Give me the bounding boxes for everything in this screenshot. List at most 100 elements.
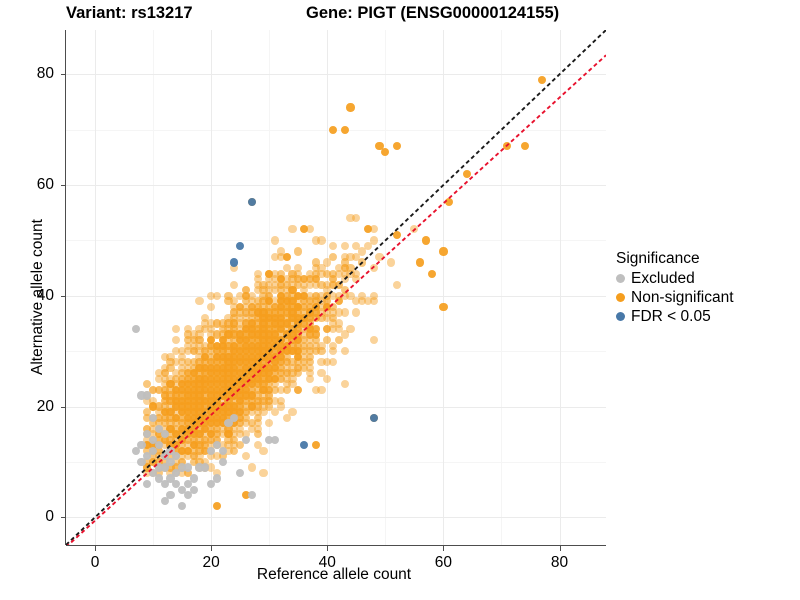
data-point-non-significant [201,457,210,467]
data-point-non-significant [207,374,216,383]
data-point-non-significant [212,391,222,400]
data-point-fdr-significant [369,413,378,422]
data-point-non-significant [276,269,285,278]
data-point-non-significant [212,374,222,383]
data-point-non-significant [230,302,239,311]
data-point-non-significant [207,430,216,439]
data-point-non-significant [212,452,222,461]
y-tick-label: 60 [36,176,54,194]
data-point-non-significant [148,385,158,395]
data-point-non-significant [241,407,251,417]
data-point-excluded [172,452,181,461]
data-point-non-significant [369,297,378,306]
data-point-non-significant [253,419,262,428]
data-point-non-significant [241,402,251,411]
legend-item[interactable]: FDR < 0.05 [616,307,734,326]
data-point-non-significant [218,341,227,350]
data-point-non-significant [294,247,303,256]
gridline-major [66,407,606,408]
data-point-non-significant [230,374,239,383]
legend-item-label: FDR < 0.05 [631,307,711,325]
data-point-non-significant [305,319,314,328]
data-point-non-significant [166,380,175,389]
data-point-non-significant [247,380,256,389]
legend-item[interactable]: Excluded [616,269,734,288]
data-point-non-significant [445,197,454,206]
data-point-non-significant [148,396,158,406]
data-point-non-significant [265,363,274,372]
data-point-non-significant [218,452,227,461]
data-point-non-significant [282,313,291,323]
x-tick-mark [327,546,329,551]
data-point-non-significant [154,468,163,478]
data-point-fdr-significant [230,258,239,267]
data-point-non-significant [294,319,303,328]
data-point-non-significant [253,413,262,422]
data-point-non-significant [276,280,285,289]
data-point-non-significant [189,358,198,367]
gridline-minor [153,30,154,545]
data-point-non-significant [178,424,187,433]
data-point-excluded [160,479,169,489]
legend-item[interactable]: Non-significant [616,288,734,307]
data-point-non-significant [224,336,233,345]
data-point-non-significant [270,358,280,367]
data-point-non-significant [160,385,169,395]
data-point-non-significant [218,419,227,428]
legend-swatch-icon [616,293,625,302]
data-point-non-significant [230,369,239,378]
data-point-non-significant [276,319,285,328]
data-point-non-significant [212,363,222,372]
data-point-non-significant [189,396,198,406]
data-point-non-significant [392,230,402,239]
data-point-non-significant [276,341,285,350]
data-point-non-significant [189,374,198,383]
data-point-non-significant [311,324,320,334]
data-point-non-significant [294,358,303,367]
data-point-excluded [178,463,187,472]
data-point-non-significant [195,374,204,383]
data-point-non-significant [207,358,216,367]
data-point-excluded [189,485,198,494]
data-point-non-significant [241,336,251,345]
data-point-non-significant [328,313,338,323]
data-point-non-significant [282,369,291,378]
data-point-non-significant [201,352,210,361]
data-point-non-significant [160,396,169,406]
data-point-non-significant [282,324,291,334]
data-point-non-significant [230,441,239,450]
data-point-non-significant [172,446,181,455]
data-point-non-significant [276,369,285,378]
data-point-non-significant [224,441,233,450]
data-point-non-significant [247,297,256,306]
data-point-non-significant [328,275,338,284]
data-point-non-significant [241,286,251,295]
data-point-non-significant [172,369,181,378]
data-point-non-significant [160,380,169,389]
data-point-excluded [183,479,193,489]
data-point-non-significant [230,341,239,350]
data-point-non-significant [224,413,233,422]
data-point-excluded [201,463,210,472]
legend-swatch-icon [616,274,625,283]
data-point-non-significant [328,291,338,300]
x-tick-label: 40 [318,554,336,571]
data-point-non-significant [207,441,216,450]
data-point-non-significant [160,369,169,378]
data-point-excluded [143,452,152,461]
data-point-non-significant [218,352,227,361]
data-point-non-significant [143,468,152,478]
data-point-non-significant [265,319,274,328]
data-point-excluded [148,413,158,422]
data-point-non-significant [212,330,222,339]
data-point-non-significant [166,435,175,444]
data-point-non-significant [305,358,314,367]
data-point-non-significant [201,413,210,422]
data-point-excluded [154,424,163,433]
data-point-non-significant [201,424,210,433]
data-point-non-significant [195,430,204,439]
data-point-non-significant [212,385,222,395]
data-point-non-significant [183,380,193,389]
data-point-excluded [160,463,169,472]
data-point-non-significant [160,435,169,444]
